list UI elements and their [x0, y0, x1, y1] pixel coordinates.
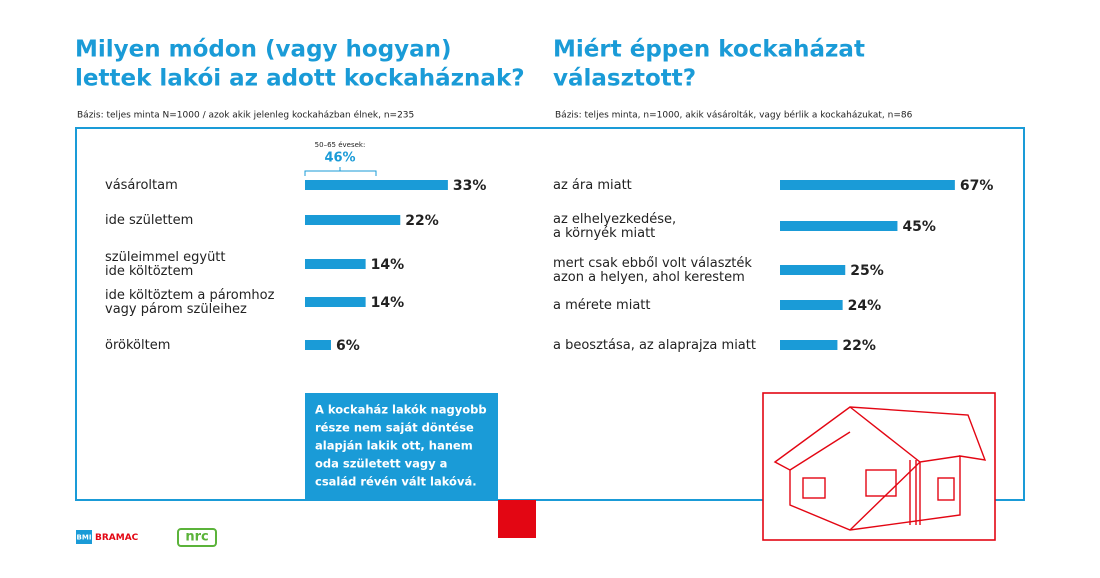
- value-label: 25%: [850, 263, 884, 279]
- bar: [780, 340, 838, 350]
- category-label: az elhelyezkedése, a környék miatt: [553, 212, 676, 241]
- bar: [780, 265, 846, 275]
- category-label: a beosztása, az alaprajza miatt: [553, 338, 756, 353]
- value-label: 24%: [848, 298, 882, 314]
- value-label: 14%: [371, 295, 405, 311]
- nrc-logo-box: [177, 528, 217, 547]
- bar: [305, 180, 448, 190]
- category-label: ide költöztem a páromhoz vagy párom szüle…: [105, 288, 275, 317]
- value-label: 45%: [902, 219, 936, 235]
- category-label: a mérete miatt: [553, 298, 650, 313]
- value-label: 6%: [336, 338, 360, 354]
- base-note: Bázis: teljes minta N=1000 / azok akik j…: [77, 110, 414, 121]
- category-label: az ára miatt: [553, 178, 632, 193]
- category-label: szüleimmel együtt ide költöztem: [105, 250, 226, 279]
- value-label: 22%: [405, 213, 439, 229]
- callout-text: oda született vagy a: [315, 457, 447, 471]
- callout-text: része nem saját döntése: [315, 421, 474, 435]
- category-label: ide születtem: [105, 213, 193, 228]
- bar: [305, 340, 331, 350]
- base-note: Bázis: teljes minta, n=1000, akik vásáro…: [555, 110, 913, 121]
- category-label: mert csak ebből volt választék azon a hel…: [553, 256, 752, 285]
- callout-text: család révén vált lakóvá.: [315, 475, 477, 489]
- bar: [305, 259, 366, 269]
- red-square: [498, 500, 536, 538]
- house-illustration: [773, 406, 987, 531]
- bar: [305, 215, 401, 225]
- annotation-value: 46%: [324, 151, 355, 166]
- callout-text: A kockaház lakók nagyobb: [315, 403, 487, 417]
- bar: [305, 297, 366, 307]
- bramac-logo: BRAMAC: [95, 533, 139, 543]
- callout-text: alapján lakik ott, hanem: [315, 439, 473, 453]
- bracket: [304, 167, 377, 176]
- category-label: vásároltam: [105, 178, 178, 193]
- annotation-label: 50–65 évesek:: [315, 141, 366, 149]
- chart-title: Milyen módon (vagy hogyan) lettek lakói a…: [75, 36, 525, 91]
- bar: [780, 221, 898, 231]
- callout-box: [305, 393, 498, 500]
- value-label: 22%: [842, 338, 876, 354]
- bar: [780, 180, 955, 190]
- category-label: örököltem: [105, 338, 170, 353]
- chart-title: Miért éppen kockaházat választott?: [553, 36, 865, 91]
- bmi-logo-box: [76, 530, 92, 544]
- bar: [780, 300, 843, 310]
- nrc-logo: nrc: [185, 530, 208, 545]
- value-label: 14%: [371, 257, 405, 273]
- bmi-logo: BMI: [77, 534, 92, 542]
- value-label: 67%: [960, 178, 994, 194]
- frame: [75, 127, 1025, 501]
- value-label: 33%: [453, 178, 487, 194]
